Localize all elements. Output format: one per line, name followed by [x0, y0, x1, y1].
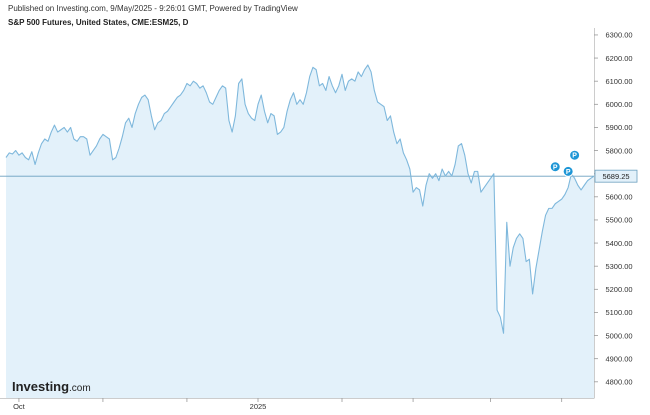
time-tick-label: 2025 — [250, 402, 267, 411]
price-tick-label: 5500.00 — [605, 216, 632, 225]
price-tick-label: 5200.00 — [605, 285, 632, 294]
plot-area — [0, 64, 595, 398]
p-marker-circle — [549, 161, 561, 173]
series-line — [5, 64, 595, 334]
markers-layer: P P P — [549, 149, 581, 177]
price-tick-label: 6200.00 — [605, 54, 632, 63]
price-tick-label: 5600.00 — [605, 193, 632, 202]
p-marker-circle — [569, 149, 581, 161]
current-price-tag-box — [594, 169, 638, 183]
price-tick-label: 5900.00 — [605, 123, 632, 132]
p-marker-label: P — [553, 164, 558, 171]
price-axis: 4800.00 4900.00 5000.00 5100.00 5200.00 5300.… — [594, 31, 633, 387]
p-marker-icon: P — [549, 161, 561, 173]
p-marker-icon: P — [569, 149, 581, 161]
p-marker-label: P — [566, 169, 571, 176]
logo-suffix: .com — [69, 383, 91, 394]
price-tick-label: 5300.00 — [605, 262, 632, 271]
price-tick-label: 5000.00 — [605, 331, 632, 340]
time-axis: Oct 2025 — [13, 398, 563, 411]
current-price-label: 5689.25 — [602, 172, 629, 181]
p-marker-label: P — [572, 153, 577, 160]
price-tick-label: 5800.00 — [605, 146, 632, 155]
price-tick-label: 6000.00 — [605, 100, 632, 109]
time-tick-label: Oct — [13, 402, 26, 411]
price-tick-label: 4900.00 — [605, 354, 632, 363]
price-tick-label: 4800.00 — [605, 378, 632, 387]
price-tick-label: 5400.00 — [605, 239, 632, 248]
current-price-tag: 5689.25 — [594, 169, 638, 183]
price-tick-label: 6100.00 — [605, 77, 632, 86]
published-info: Published on Investing.com, 9/May/2025 -… — [8, 4, 298, 13]
price-tick-label: 5100.00 — [605, 308, 632, 317]
price-tick-label: 6300.00 — [605, 31, 632, 40]
investing-logo[interactable]: Investing .com — [12, 379, 91, 394]
symbol-title: S&P 500 Futures, United States, CME:ESM2… — [8, 18, 189, 27]
area-fill — [6, 65, 594, 398]
p-marker-icon: P — [562, 165, 574, 177]
logo-brand: Investing — [12, 379, 69, 394]
p-marker-circle — [562, 165, 574, 177]
